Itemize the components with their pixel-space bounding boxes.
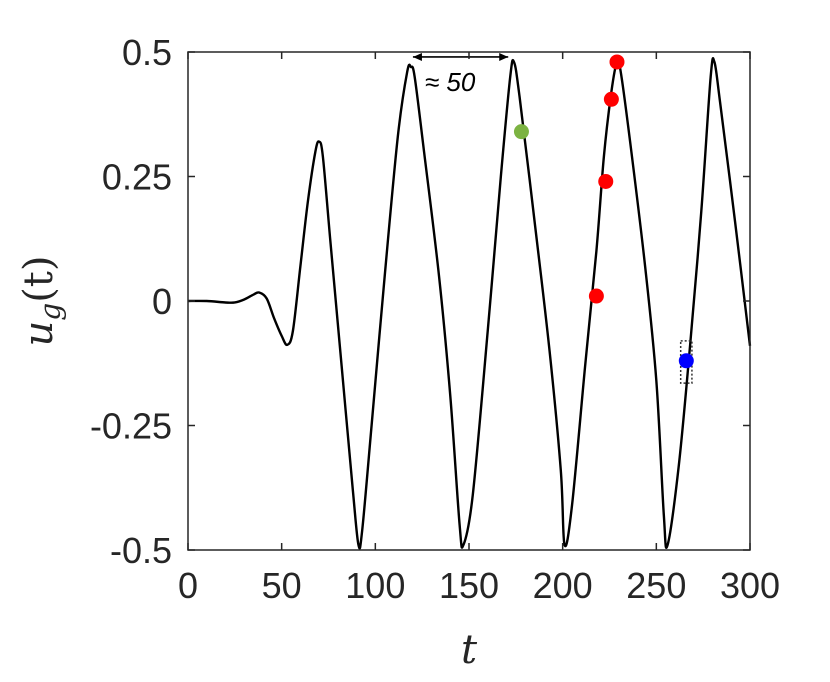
- x-axis-label: t: [461, 627, 478, 673]
- period-annotation: ≈ 50: [425, 67, 476, 97]
- marker-point-3: [603, 91, 619, 107]
- marker-point-2: [598, 173, 614, 189]
- y-axis-label-main: u: [16, 321, 62, 347]
- series-layer: [187, 57, 752, 550]
- tick-layer: 0 50 100 150 200 250 300 -0.5 -0.25 0 0.25 0.5: [90, 32, 780, 606]
- marker-point-0: [513, 124, 529, 140]
- marker-point-4: [609, 54, 625, 70]
- x-tick-label: 150: [439, 565, 499, 606]
- y-tick-label: 0.25: [102, 157, 172, 198]
- y-axis-label: ug(t): [16, 256, 67, 347]
- x-tick-label: 0: [178, 565, 198, 606]
- y-tick-label: -0.5: [110, 530, 172, 571]
- y-tick-label: 0: [152, 281, 172, 322]
- y-tick-label: 0.5: [122, 32, 172, 73]
- x-tick-label: 100: [345, 565, 405, 606]
- plot-area: [188, 52, 750, 550]
- x-tick-label: 200: [533, 565, 593, 606]
- y-axis-label-arg: (t): [16, 256, 62, 303]
- x-tick-label: 50: [262, 565, 302, 606]
- marker-layer: [513, 54, 694, 369]
- svg-text:ug(t): ug(t): [16, 256, 67, 347]
- x-tick-label: 300: [720, 565, 780, 606]
- annotation-layer: ≈ 50: [412, 52, 509, 97]
- y-tick-label: -0.25: [90, 406, 172, 447]
- marker-point-5: [678, 353, 694, 369]
- marker-point-1: [588, 288, 604, 304]
- y-axis-label-sub: g: [34, 303, 67, 321]
- x-tick-label: 250: [626, 565, 686, 606]
- series-line-0: [187, 57, 752, 550]
